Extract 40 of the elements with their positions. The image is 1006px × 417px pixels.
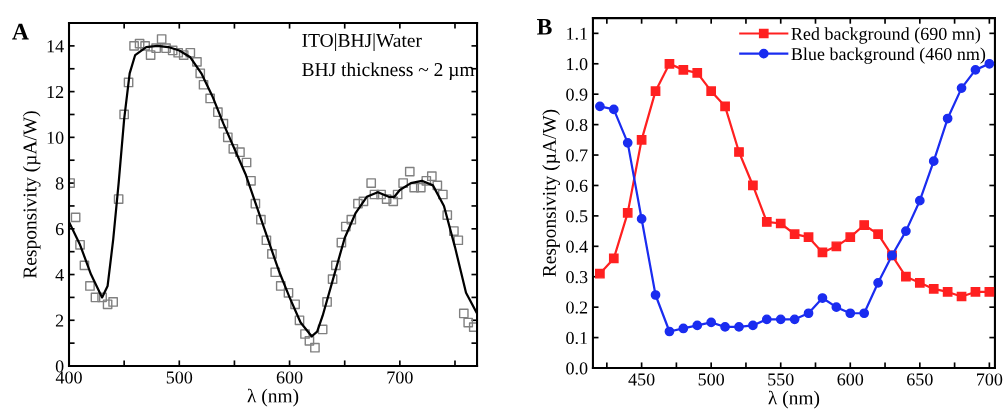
- legend-label: Red background (690 mn): [791, 27, 981, 44]
- y-tick-label: 0.3: [566, 270, 588, 284]
- x-tick-label: 500: [698, 373, 725, 386]
- y-tick-label: 0.4: [566, 240, 588, 253]
- x-tick-label: 600: [837, 373, 864, 386]
- legend-label: Blue background (460 nm): [791, 47, 986, 64]
- y-tick-label: 0.0: [566, 362, 588, 375]
- y-tick-label: 0.1: [566, 331, 587, 345]
- y-tick-label: 14: [47, 40, 64, 53]
- annotation: ITO|BHJ|Water: [302, 33, 422, 51]
- y-tick-label: 0.6: [566, 179, 588, 192]
- x-tick-label: 600: [276, 371, 303, 384]
- y-tick-label: 0.2: [566, 301, 588, 314]
- annotation: BHJ thickness ~ 2 µm: [302, 62, 475, 81]
- x-tick-label: 650: [907, 373, 933, 386]
- y-tick-label: 1.1: [567, 27, 587, 40]
- text: B: [537, 19, 552, 35]
- x-axis-title: λ (nm): [768, 390, 820, 409]
- y-tick-label: 8: [55, 177, 64, 190]
- text: A: [12, 23, 29, 40]
- x-tick-label: 500: [166, 371, 193, 384]
- y-tick-label: 0.9: [566, 88, 588, 101]
- y-tick-label: 10: [47, 131, 64, 144]
- x-tick-label: 550: [768, 373, 794, 386]
- y-tick-label: 6: [55, 223, 64, 236]
- x-tick-label: 700: [387, 371, 413, 384]
- x-tick-label: 400: [55, 371, 82, 384]
- y-tick-label: 1.0: [567, 58, 588, 71]
- y-axis-title: Responsivity (µA/W): [542, 109, 560, 277]
- y-tick-label: 0.7: [566, 149, 588, 162]
- y-tick-label: 0: [55, 360, 64, 373]
- x-axis-title: λ (nm): [247, 388, 299, 407]
- y-axis-title: Responsivity (µA/W): [22, 111, 41, 279]
- x-tick-label: 700: [977, 373, 1003, 386]
- y-tick-label: 12: [47, 85, 64, 98]
- x-tick-label: 450: [628, 373, 655, 386]
- y-tick-label: 0.5: [566, 210, 588, 223]
- y-tick-label: 4: [55, 268, 64, 281]
- y-tick-label: 2: [55, 314, 64, 327]
- y-tick-label: 0.8: [566, 118, 588, 132]
